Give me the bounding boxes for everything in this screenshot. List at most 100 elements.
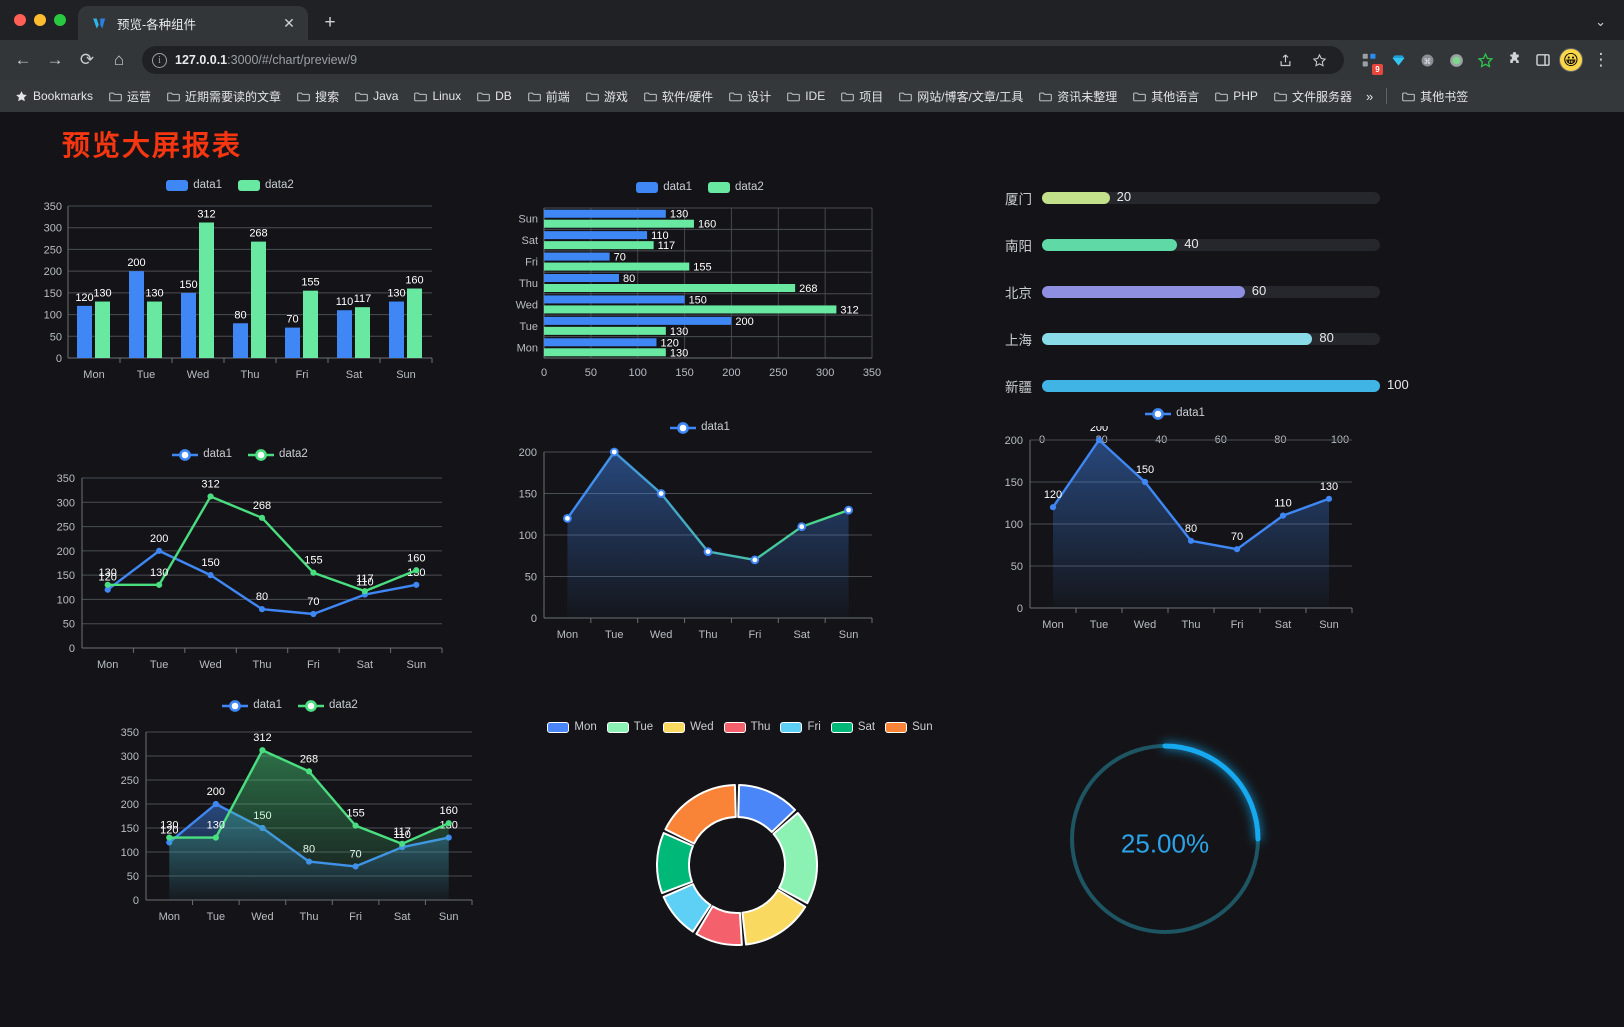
- bookmark-folder-9[interactable]: 设计: [722, 84, 778, 109]
- progress-row-厦门[interactable]: 厦门 20: [990, 188, 1380, 208]
- share-icon[interactable]: [1270, 45, 1300, 75]
- legend-item-Tue[interactable]: Tue: [606, 721, 653, 733]
- bookmark-folder-5[interactable]: DB: [470, 85, 519, 107]
- bookmark-folder-15[interactable]: PHP: [1208, 85, 1265, 107]
- legend-item-data1[interactable]: data1: [166, 179, 222, 191]
- bar-data2-Wed[interactable]: [544, 305, 837, 314]
- bar-data1-Fri[interactable]: [544, 252, 610, 261]
- bar-data2-Mon[interactable]: [95, 301, 110, 358]
- bar-data2-Sat[interactable]: [355, 307, 370, 358]
- legend-item-data2[interactable]: data2: [238, 179, 294, 191]
- cog-circle-icon[interactable]: ⌘: [1414, 47, 1440, 73]
- point-data2-Mon[interactable]: [166, 834, 173, 841]
- point-data1-Sun[interactable]: [413, 581, 420, 588]
- legend-item-Wed[interactable]: Wed: [663, 721, 714, 733]
- progress-row-新疆[interactable]: 新疆 100: [990, 376, 1409, 396]
- legend-item-Fri[interactable]: Fri: [780, 721, 821, 733]
- point-data2-Wed[interactable]: [207, 493, 214, 500]
- chevron-down-icon[interactable]: ⌄: [1595, 14, 1606, 29]
- legend-item-Sat[interactable]: Sat: [830, 721, 875, 733]
- browser-tab[interactable]: 预览-各种组件 ✕: [78, 6, 308, 40]
- legend-item-Mon[interactable]: Mon: [547, 721, 597, 733]
- point-data2-Sat[interactable]: [361, 588, 368, 595]
- legend-item-Thu[interactable]: Thu: [723, 721, 770, 733]
- point-data2-Thu[interactable]: [305, 768, 313, 775]
- area-dual-chart[interactable]: 0 50 100 150 200 250 300 350 Mon Tue Wed Thu Fri Sat S…: [90, 718, 490, 942]
- bar-data1-Sun[interactable]: [544, 209, 666, 218]
- window-controls[interactable]: [10, 0, 78, 40]
- point-data2-Mon[interactable]: [104, 581, 111, 588]
- diamond-icon[interactable]: [1385, 47, 1411, 73]
- home-icon[interactable]: ⌂: [113, 50, 125, 69]
- point-data1-Thu[interactable]: [703, 547, 713, 556]
- bar-data2-Mon[interactable]: [544, 348, 666, 357]
- bar-data1-Sat[interactable]: [337, 310, 352, 358]
- bar-data1-Sun[interactable]: [389, 301, 404, 358]
- bar-data2-Sun[interactable]: [544, 219, 694, 228]
- point-data1-Fri[interactable]: [1233, 546, 1241, 553]
- point-data1-Tue[interactable]: [609, 447, 619, 457]
- bookmark-folder-14[interactable]: 其他语言: [1126, 84, 1206, 109]
- point-data1-Wed[interactable]: [1141, 478, 1149, 486]
- bar-data1-Thu[interactable]: [233, 323, 248, 358]
- legend-item-data2[interactable]: data2: [248, 448, 308, 461]
- point-data2-Fri[interactable]: [310, 569, 317, 576]
- bookmark-folder-13[interactable]: 资讯未整理: [1032, 84, 1124, 109]
- bar-data1-Mon[interactable]: [77, 305, 92, 358]
- legend-item-data1[interactable]: data1: [636, 181, 692, 193]
- bookmark-folder-16[interactable]: 文件服务器: [1267, 84, 1359, 109]
- point-data1-Tue[interactable]: [156, 547, 163, 554]
- bookmark-folder-4[interactable]: Linux: [407, 85, 468, 107]
- bookmark-folder-7[interactable]: 游戏: [579, 84, 635, 109]
- bar-data1-Thu[interactable]: [544, 274, 619, 282]
- point-data1-Thu[interactable]: [1187, 537, 1195, 544]
- bar-data2-Thu[interactable]: [251, 241, 266, 358]
- sidepanel-icon[interactable]: [1530, 47, 1556, 73]
- point-data1-Sun[interactable]: [844, 505, 853, 515]
- progress-row-北京[interactable]: 北京 60: [990, 282, 1380, 302]
- point-data2-Sun[interactable]: [445, 820, 452, 827]
- point-data2-Fri[interactable]: [352, 822, 359, 829]
- bookmark-folder-6[interactable]: 前端: [521, 84, 577, 109]
- progress-row-南阳[interactable]: 南阳 40: [990, 235, 1380, 255]
- legend-item-data1[interactable]: data1: [1145, 407, 1205, 420]
- line-gradient-chart[interactable]: 0 50 100 150 200 Mon Tue Wed Thu Fri Sat Sun: [500, 440, 900, 674]
- bar-data2-Sat[interactable]: [544, 241, 654, 250]
- point-data2-Sun[interactable]: [413, 567, 420, 574]
- donut-slice-Wed[interactable]: [741, 889, 807, 946]
- puzzle-icon[interactable]: [1501, 47, 1527, 73]
- point-data2-Sat[interactable]: [399, 840, 406, 847]
- bar-data1-Tue[interactable]: [129, 271, 144, 358]
- bar-data2-Fri[interactable]: [544, 262, 690, 271]
- line-dual-chart[interactable]: 0 50 100 150 200 250 300 350 Mon Tue Wed Thu Fri Sat S…: [30, 466, 450, 692]
- bar-data2-Tue[interactable]: [147, 301, 162, 358]
- point-data1-Tue[interactable]: [212, 800, 219, 808]
- legend-item-data1[interactable]: data1: [172, 448, 232, 461]
- bar-data1-Wed[interactable]: [544, 295, 685, 304]
- new-tab-button[interactable]: +: [324, 12, 336, 33]
- legend-item-Sun[interactable]: Sun: [885, 721, 933, 733]
- donut-slice-Mon[interactable]: [737, 784, 797, 833]
- progress-row-上海[interactable]: 上海 80: [990, 329, 1380, 349]
- bookmark-folder-12[interactable]: 网站/博客/文章/工具: [892, 84, 1030, 109]
- bookmarks-root-item[interactable]: Bookmarks: [8, 85, 100, 107]
- star-icon[interactable]: [1304, 45, 1334, 75]
- browser-menu-icon[interactable]: ⋮: [1592, 50, 1610, 69]
- bar-data2-Sun[interactable]: [407, 288, 422, 358]
- point-data1-Sat[interactable]: [797, 522, 807, 532]
- point-data1-Thu[interactable]: [258, 606, 266, 613]
- bookmark-folder-10[interactable]: IDE: [780, 85, 832, 107]
- donut-slice-Sat[interactable]: [656, 832, 694, 895]
- point-data2-Tue[interactable]: [156, 581, 163, 588]
- bar-data1-Tue[interactable]: [544, 316, 732, 325]
- site-info-icon[interactable]: i: [152, 52, 167, 68]
- legend-item-data2[interactable]: data2: [298, 699, 358, 712]
- bookmarks-overflow-button[interactable]: »: [1365, 88, 1374, 104]
- point-data2-Wed[interactable]: [259, 747, 266, 754]
- point-data1-Fri[interactable]: [750, 555, 760, 565]
- avatar[interactable]: 😀: [1559, 48, 1583, 72]
- point-data1-Mon[interactable]: [563, 514, 572, 523]
- green-circle-icon[interactable]: [1443, 47, 1469, 73]
- legend-item-data1[interactable]: data1: [670, 421, 730, 434]
